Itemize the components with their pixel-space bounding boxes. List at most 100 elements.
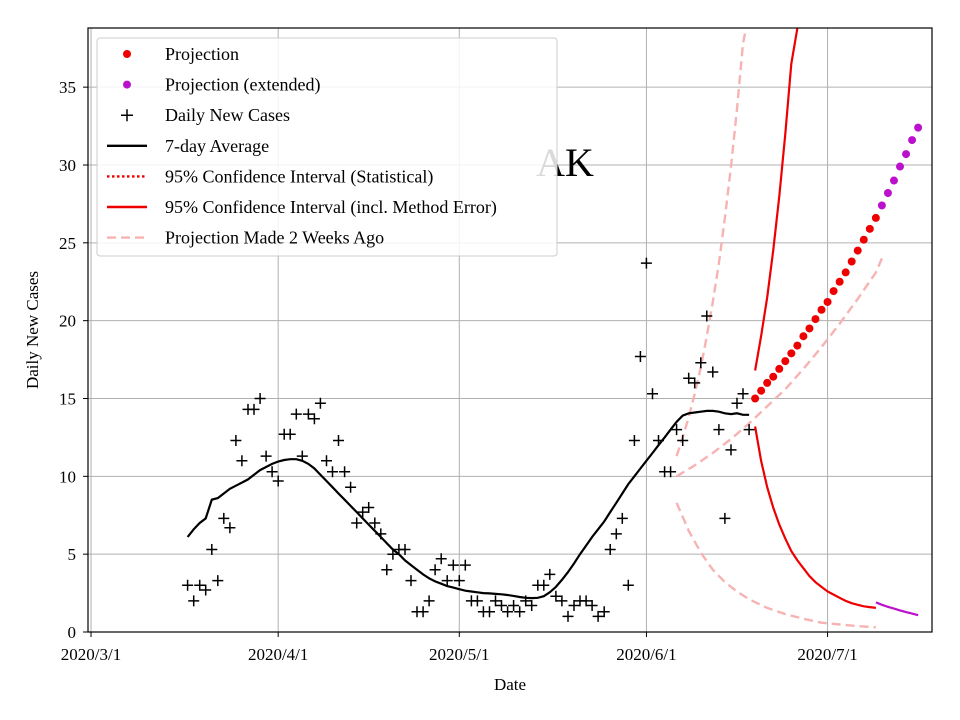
daily-case-marker bbox=[665, 466, 677, 478]
daily-case-marker bbox=[502, 606, 514, 618]
legend-label-projection: Projection bbox=[165, 44, 239, 64]
x-tick-label: 2020/5/1 bbox=[429, 645, 489, 664]
projection-point bbox=[823, 297, 832, 306]
daily-case-marker bbox=[592, 610, 604, 622]
daily-case-marker bbox=[182, 579, 194, 591]
legend-label-daily-new-cases: Daily New Cases bbox=[165, 105, 290, 125]
daily-case-marker bbox=[701, 310, 713, 322]
daily-case-marker bbox=[550, 590, 562, 602]
projection-point bbox=[859, 235, 868, 244]
daily-case-marker bbox=[647, 388, 658, 400]
y-tick-label: 15 bbox=[59, 389, 76, 408]
daily-case-marker bbox=[357, 506, 369, 518]
daily-case-marker bbox=[689, 377, 701, 389]
projection-extended-point bbox=[914, 123, 923, 132]
daily-case-marker bbox=[212, 575, 224, 587]
daily-case-marker bbox=[248, 403, 260, 415]
daily-case-marker bbox=[447, 559, 459, 571]
daily-case-marker bbox=[260, 450, 272, 462]
daily-case-marker bbox=[610, 528, 622, 540]
daily-case-marker bbox=[296, 450, 308, 462]
daily-case-marker bbox=[538, 579, 550, 591]
projection-point bbox=[835, 277, 844, 286]
series-layer bbox=[182, 27, 923, 629]
projection-point bbox=[763, 378, 772, 387]
daily-case-marker bbox=[369, 517, 381, 529]
daily-case-marker bbox=[272, 475, 284, 487]
legend-label-95-confidence-interval-incl-method-error: 95% Confidence Interval (incl. Method Er… bbox=[165, 197, 497, 218]
daily-case-marker bbox=[580, 595, 592, 607]
daily-case-marker bbox=[616, 512, 628, 524]
projection-point bbox=[865, 224, 874, 233]
daily-case-marker bbox=[399, 544, 411, 555]
daily-case-marker bbox=[290, 408, 302, 420]
daily-case-marker bbox=[453, 575, 465, 587]
daily-case-marker bbox=[586, 600, 598, 611]
legend-box bbox=[96, 37, 558, 257]
daily-case-marker bbox=[302, 408, 314, 420]
daily-case-marker bbox=[628, 435, 640, 446]
legend: Projection Projection (extended) Daily New… bbox=[96, 37, 558, 257]
daily-case-marker bbox=[188, 595, 200, 607]
daily-case-marker bbox=[490, 595, 501, 607]
daily-case-marker bbox=[640, 257, 652, 269]
x-tick-label: 2020/3/1 bbox=[61, 645, 121, 664]
ci-method-lower-line bbox=[754, 426, 877, 609]
y-tick-label: 30 bbox=[59, 156, 76, 175]
daily-case-marker bbox=[526, 600, 538, 611]
projection-extended-point bbox=[889, 176, 898, 185]
daily-case-marker bbox=[224, 522, 236, 534]
daily-case-marker bbox=[598, 606, 610, 618]
daily-case-marker bbox=[387, 548, 399, 560]
daily-case-marker bbox=[568, 600, 580, 611]
daily-case-marker bbox=[339, 466, 351, 478]
x-axis: 2020/3/1 2020/4/1 2020/5/1 2020/6/1 2020/7/1 bbox=[61, 632, 858, 664]
ci-method-upper-line bbox=[754, 27, 799, 371]
daily-case-marker bbox=[508, 600, 520, 611]
daily-case-marker bbox=[333, 435, 344, 446]
daily-case-marker bbox=[719, 512, 731, 524]
projection-point bbox=[811, 315, 820, 324]
y-tick-label: 0 bbox=[68, 623, 77, 642]
legend-label-projection-made-2-weeks-ago: Projection Made 2 Weeks Ago bbox=[165, 228, 384, 248]
daily-case-marker bbox=[429, 564, 441, 576]
projection-extended-point bbox=[908, 136, 917, 145]
legend-label-7-day-average: 7-day Average bbox=[165, 136, 269, 156]
daily-case-marker bbox=[622, 579, 634, 591]
projection-point bbox=[847, 257, 856, 266]
projection-point bbox=[871, 213, 880, 222]
daily-case-marker bbox=[695, 357, 707, 369]
y-axis: 0 5 10 15 20 25 30 35 bbox=[59, 78, 88, 642]
projection-extended-point bbox=[883, 189, 892, 198]
two-weeks-ago-upper-bound-line bbox=[675, 27, 748, 457]
daily-case-marker bbox=[321, 455, 332, 467]
x-tick-label: 2020/6/1 bbox=[616, 645, 676, 664]
legend-swatch-daily-new-cases bbox=[121, 109, 133, 122]
projection-point bbox=[751, 394, 760, 403]
x-tick-label: 2020/7/1 bbox=[797, 645, 857, 664]
projection-point bbox=[805, 324, 814, 333]
daily-case-marker bbox=[731, 397, 743, 409]
daily-case-marker bbox=[266, 466, 278, 478]
daily-case-marker bbox=[236, 455, 248, 467]
projection-point bbox=[799, 332, 808, 341]
daily-case-marker bbox=[671, 424, 683, 436]
daily-case-marker bbox=[743, 424, 755, 436]
projection-point bbox=[817, 305, 826, 314]
y-tick-label: 25 bbox=[59, 234, 76, 253]
daily-case-marker bbox=[351, 517, 363, 529]
daily-case-marker bbox=[206, 544, 218, 555]
daily-case-marker bbox=[405, 575, 417, 587]
daily-case-marker bbox=[471, 595, 483, 607]
daily-case-marker bbox=[314, 397, 326, 409]
legend-swatch-projection-extended bbox=[123, 80, 131, 89]
legend-label-95-confidence-interval-statistical: 95% Confidence Interval (Statistical) bbox=[165, 166, 433, 187]
daily-case-marker bbox=[218, 512, 230, 524]
daily-case-marker bbox=[459, 559, 471, 571]
x-axis-title: Date bbox=[494, 675, 526, 694]
daily-case-marker bbox=[725, 444, 737, 456]
y-tick-label: 10 bbox=[59, 467, 76, 486]
daily-case-marker bbox=[634, 351, 646, 362]
daily-case-marker bbox=[604, 544, 616, 555]
